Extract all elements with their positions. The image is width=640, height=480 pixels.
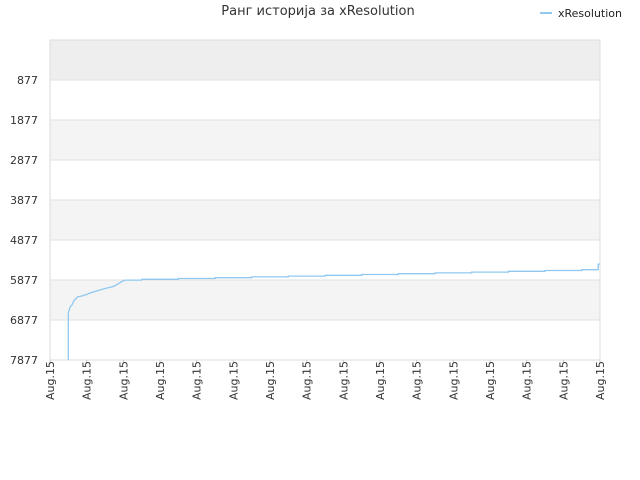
x-tick-label: Aug.15 <box>227 361 240 400</box>
y-tick-label: 5877 <box>10 274 38 287</box>
plot-band <box>50 320 600 360</box>
chart-title: Ранг историја за xResolution <box>221 4 415 19</box>
x-tick-label: Aug.15 <box>191 361 204 400</box>
y-tick-label: 6877 <box>10 314 38 327</box>
x-tick-label: Aug.15 <box>44 361 57 400</box>
plot-band <box>50 40 600 80</box>
y-tick-label: 2877 <box>10 154 38 167</box>
x-tick-label: Aug.15 <box>117 361 130 400</box>
series-line-xResolution <box>67 263 600 360</box>
legend-label: xResolution <box>558 6 622 20</box>
plot-band <box>50 120 600 160</box>
y-tick-label: 3877 <box>10 194 38 207</box>
x-tick-label: Aug.15 <box>447 361 460 400</box>
x-tick-label: Aug.15 <box>81 361 94 400</box>
legend-swatch <box>540 12 552 14</box>
x-tick-label: Aug.15 <box>484 361 497 400</box>
chart-legend: xResolution <box>540 6 622 20</box>
x-tick-label: Aug.15 <box>521 361 534 400</box>
x-tick-label: Aug.15 <box>154 361 167 400</box>
x-tick-label: Aug.15 <box>264 361 277 400</box>
x-tick-label: Aug.15 <box>337 361 350 400</box>
y-tick-label: 1877 <box>10 114 38 127</box>
plot-band <box>50 80 600 120</box>
plot-band <box>50 200 600 240</box>
x-tick-label: Aug.15 <box>594 361 607 400</box>
x-tick-label: Aug.15 <box>557 361 570 400</box>
plot-band <box>50 240 600 280</box>
x-tick-label: Aug.15 <box>301 361 314 400</box>
x-tick-label: Aug.15 <box>374 361 387 400</box>
y-tick-label: 4877 <box>10 234 38 247</box>
y-tick-label: 877 <box>17 74 38 87</box>
x-tick-label: Aug.15 <box>411 361 424 400</box>
plot-band <box>50 280 600 320</box>
plot-border <box>49 39 601 361</box>
y-tick-label: 7877 <box>10 354 38 367</box>
plot-band <box>50 160 600 200</box>
